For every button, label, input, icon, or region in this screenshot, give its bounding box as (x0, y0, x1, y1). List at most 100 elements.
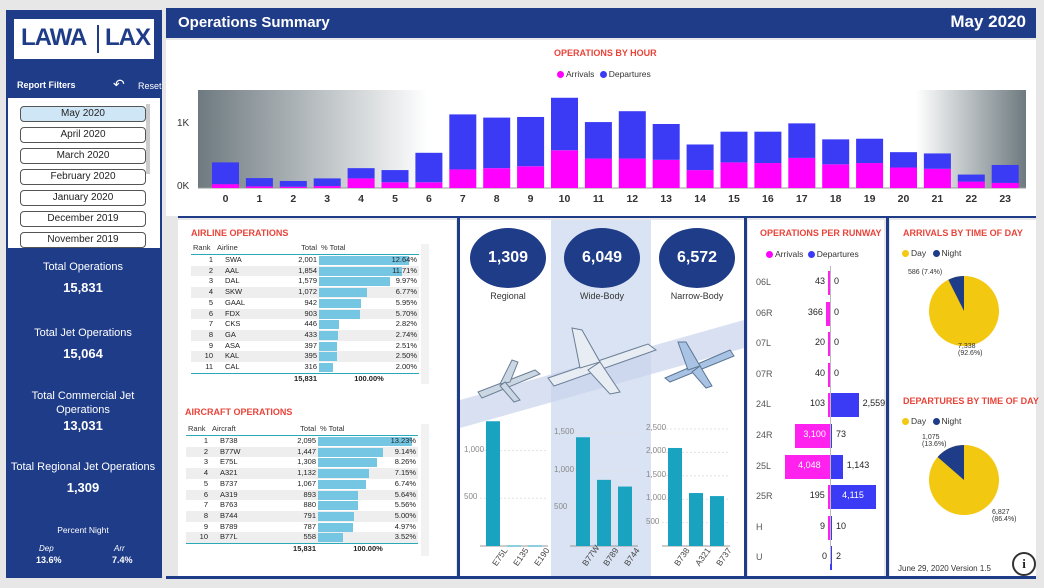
table-row[interactable]: 9 B789 787 4.97% (186, 522, 418, 533)
arrivals-bar[interactable] (483, 168, 511, 188)
table-row[interactable]: 7 B763 880 5.56% (186, 500, 418, 511)
runway-arrivals-bar[interactable] (828, 271, 830, 295)
runway-arrivals-bar[interactable] (784, 454, 830, 479)
table-row[interactable]: 10 KAL 395 2.50% (191, 351, 419, 363)
reset-button[interactable]: Reset (138, 81, 162, 91)
aircraft-table-scrollbar[interactable] (421, 424, 429, 556)
arrivals-bar[interactable] (245, 186, 273, 188)
departures-bar[interactable] (415, 152, 443, 183)
departures-bar[interactable] (788, 123, 816, 158)
aircraft-bar[interactable] (507, 545, 521, 547)
arrivals-bar[interactable] (279, 186, 307, 188)
arrivals-bar[interactable] (754, 163, 782, 188)
runway-arrivals-bar[interactable] (827, 485, 830, 510)
table-row[interactable]: 2 AAL 1,854 11.71% (191, 265, 419, 277)
aircraft-bar[interactable] (528, 545, 542, 547)
departures-bar[interactable] (618, 111, 646, 159)
departures-bar[interactable] (754, 131, 782, 164)
departures-bar[interactable] (212, 162, 239, 185)
table-row[interactable]: 8 B744 791 5.00% (186, 510, 418, 522)
column-header[interactable]: % Total (318, 422, 418, 436)
column-header[interactable]: Aircraft (210, 422, 269, 436)
airline-table-scrollbar[interactable] (421, 244, 429, 384)
runway-arrivals-bar[interactable] (828, 515, 830, 540)
table-row[interactable]: 11 CAL 316 2.00% (191, 362, 419, 373)
table-row[interactable]: 4 SKW 1,072 6.77% (191, 287, 419, 298)
table-row[interactable]: 1 B738 2,095 13.23% (186, 436, 418, 447)
departures-bar[interactable] (381, 170, 409, 183)
departures-bar[interactable] (245, 178, 273, 187)
table-row[interactable]: 8 GA 433 2.74% (191, 329, 419, 341)
arrivals-bar[interactable] (720, 162, 748, 188)
departures-bar[interactable] (720, 131, 748, 163)
table-row[interactable]: 3 E75L 1,308 8.26% (186, 457, 418, 468)
aircraft-bar[interactable] (576, 437, 590, 546)
arrivals-bar[interactable] (381, 182, 409, 188)
aircraft-bar[interactable] (597, 479, 611, 546)
departures-bar[interactable] (822, 139, 850, 165)
departures-bar[interactable] (449, 114, 477, 170)
column-header[interactable]: Total (268, 422, 318, 436)
arrivals-bar[interactable] (449, 169, 477, 188)
filter-month-item[interactable]: April 2020 (20, 127, 146, 143)
aircraft-bar[interactable] (618, 486, 632, 546)
departures-bar[interactable] (686, 144, 714, 171)
info-icon[interactable]: i (1012, 552, 1036, 576)
filter-month-item[interactable]: December 2019 (20, 211, 146, 227)
runway-departures-bar[interactable] (830, 393, 859, 418)
column-header[interactable]: Total (271, 241, 319, 255)
departures-bar[interactable] (856, 138, 884, 164)
arrivals-bar[interactable] (991, 182, 1019, 188)
departures-bar[interactable] (483, 117, 511, 169)
departures-bar[interactable] (279, 180, 307, 187)
table-row[interactable]: 5 GAAL 942 5.95% (191, 298, 419, 309)
table-row[interactable]: 7 CKS 446 2.82% (191, 319, 419, 330)
column-header[interactable]: % Total (319, 241, 419, 255)
departures-bar[interactable] (347, 168, 375, 179)
table-row[interactable]: 9 ASA 397 2.51% (191, 341, 419, 352)
runway-departures-bar[interactable] (830, 546, 832, 571)
table-row[interactable]: 5 B737 1,067 6.74% (186, 479, 418, 490)
departures-bar[interactable] (991, 164, 1019, 183)
arrivals-bar[interactable] (788, 157, 816, 188)
reset-icon[interactable]: ↶ (113, 76, 125, 92)
runway-arrivals-bar[interactable] (825, 301, 830, 326)
runway-arrivals-bar[interactable] (828, 332, 830, 357)
arrivals-bar[interactable] (415, 182, 443, 188)
column-header[interactable]: Rank (191, 241, 215, 255)
filter-month-item[interactable]: November 2019 (20, 232, 146, 248)
night-slice[interactable] (948, 276, 964, 311)
column-header[interactable]: Airline (215, 241, 272, 255)
column-header[interactable]: Rank (186, 422, 210, 436)
departures-bar[interactable] (584, 122, 612, 159)
filter-month-item[interactable]: May 2020 (20, 106, 146, 122)
arrivals-bar[interactable] (686, 170, 714, 188)
departures-bar[interactable] (890, 152, 917, 168)
runway-arrivals-bar[interactable] (828, 393, 830, 418)
arrivals-bar[interactable] (957, 181, 985, 188)
filter-scrollbar[interactable] (146, 104, 150, 174)
table-row[interactable]: 6 A319 893 5.64% (186, 489, 418, 501)
filter-month-item[interactable]: February 2020 (20, 169, 146, 185)
arrivals-bar[interactable] (517, 166, 545, 188)
table-row[interactable]: 1 SWA 2,001 12.64% (191, 255, 419, 266)
table-row[interactable]: 4 A321 1,132 7.15% (186, 468, 418, 479)
departures-bar[interactable] (957, 174, 985, 182)
arrivals-bar[interactable] (347, 178, 375, 188)
filter-month-item[interactable]: March 2020 (20, 148, 146, 164)
arrivals-bar[interactable] (652, 159, 680, 188)
table-row[interactable]: 2 B77W 1,447 9.14% (186, 446, 418, 458)
runway-arrivals-bar[interactable] (828, 362, 830, 387)
runway-arrivals-bar[interactable] (795, 424, 830, 448)
arrivals-bar[interactable] (923, 168, 951, 188)
arrivals-bar[interactable] (212, 184, 239, 188)
departures-bar[interactable] (517, 116, 545, 167)
departures-bar[interactable] (652, 124, 680, 160)
departures-bar[interactable] (923, 153, 951, 169)
runway-departures-bar[interactable] (830, 454, 843, 479)
arrivals-bar[interactable] (618, 158, 646, 188)
departures-bar[interactable] (313, 178, 341, 187)
runway-departures-bar[interactable] (830, 485, 876, 510)
arrivals-bar[interactable] (822, 164, 850, 188)
arrivals-bar[interactable] (313, 186, 341, 188)
